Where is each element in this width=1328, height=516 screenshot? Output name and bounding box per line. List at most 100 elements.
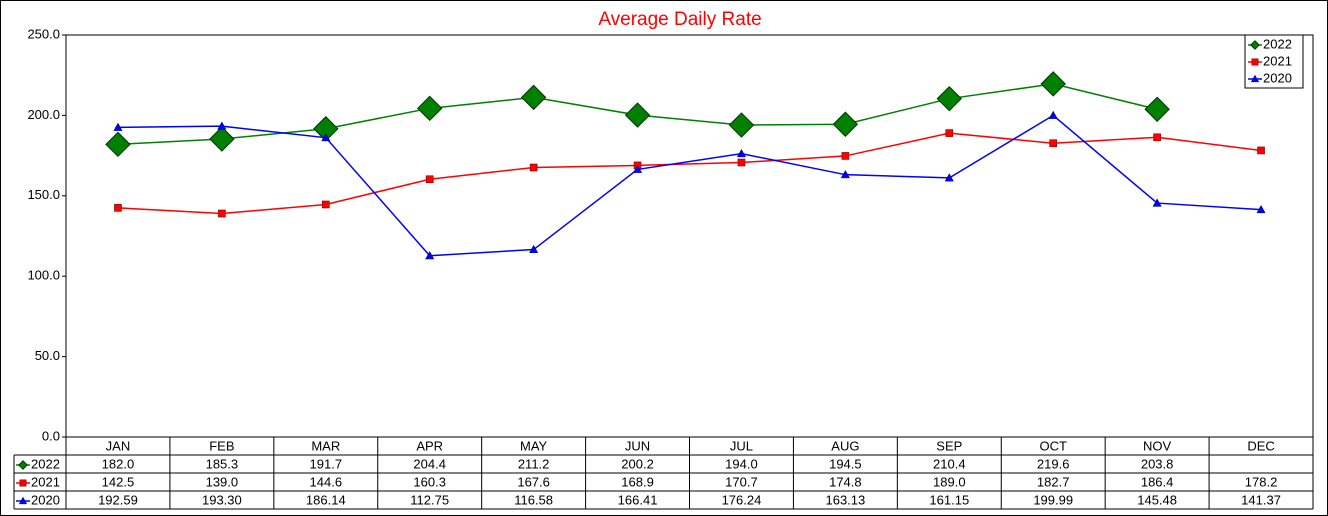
marker [1257, 146, 1265, 155]
y-tick-label: 150.0 [27, 187, 60, 202]
legend-label: 2021 [1263, 53, 1292, 68]
marker [520, 84, 547, 111]
table-cell: 199.99 [1033, 492, 1073, 507]
table-cell: 176.24 [722, 492, 762, 507]
marker [936, 85, 962, 112]
marker [736, 148, 746, 158]
y-tick-label: 250.0 [27, 26, 60, 41]
x-tick-label: APR [416, 438, 443, 453]
table-cell: 203.8 [1141, 456, 1174, 471]
marker [624, 102, 651, 128]
marker [209, 126, 235, 152]
table-cell: 186.4 [1141, 474, 1174, 489]
plot-area [65, 34, 1314, 438]
legend-label: 2020 [1263, 70, 1292, 85]
series-line [117, 132, 1262, 215]
table-cell: 174.8 [829, 474, 862, 489]
y-tick-label: 50.0 [35, 348, 60, 363]
marker [417, 95, 443, 122]
table-cell: 193.30 [202, 492, 242, 507]
x-tick-label: MAR [311, 438, 340, 453]
marker [945, 129, 954, 137]
table-cell: 200.2 [621, 456, 654, 471]
x-tick-label: SEP [936, 438, 962, 453]
marker [1256, 205, 1266, 214]
table-cell: 116.58 [514, 492, 553, 507]
marker [1152, 198, 1162, 207]
marker [1049, 139, 1058, 148]
marker [841, 152, 850, 160]
table-cell: 189.0 [933, 474, 966, 489]
table-cell: 182.0 [102, 456, 135, 471]
table-cell: 204.4 [413, 456, 446, 471]
table-legend-marker [18, 496, 28, 505]
table-cell: 170.7 [725, 474, 758, 489]
marker [737, 158, 746, 167]
table-cell: 145.48 [1137, 492, 1177, 507]
table-cell: 112.75 [410, 492, 449, 507]
table-series-label: 2021 [31, 474, 60, 489]
marker [113, 122, 123, 131]
legend-label: 2022 [1263, 36, 1292, 51]
marker [321, 200, 330, 209]
table-cell: 192.59 [98, 492, 138, 507]
table-cell: 141.37 [1241, 492, 1281, 507]
x-tick-label: JUL [730, 438, 753, 453]
marker [529, 244, 539, 254]
x-tick-label: NOV [1143, 438, 1172, 453]
table-cell: 160.3 [413, 474, 446, 489]
table-cell: 191.7 [310, 456, 343, 471]
table-series-label: 2020 [31, 492, 60, 507]
x-tick-label: JAN [106, 438, 131, 453]
table-series-label: 2022 [31, 456, 60, 471]
marker [1048, 110, 1058, 119]
marker [633, 164, 643, 173]
x-tick-label: OCT [1039, 438, 1067, 453]
x-tick-label: MAY [520, 438, 548, 453]
marker [114, 204, 122, 212]
marker [1040, 71, 1066, 97]
legend-marker [1251, 58, 1259, 66]
table-cell: 219.6 [1037, 456, 1070, 471]
marker [1144, 96, 1170, 122]
legend-marker [1250, 40, 1260, 50]
table-cell: 178.2 [1245, 474, 1278, 489]
x-tick-label: AUG [831, 438, 859, 453]
y-tick-label: 200.0 [27, 107, 60, 122]
series-line [117, 114, 1262, 257]
table-cell: 194.5 [829, 456, 862, 471]
marker [728, 112, 755, 138]
marker [944, 173, 954, 182]
table-cell: 166.41 [618, 492, 658, 507]
table-cell: 168.9 [621, 474, 654, 489]
table-legend-marker [18, 460, 28, 470]
marker [425, 251, 435, 260]
marker [425, 175, 434, 184]
legend-marker [1250, 74, 1260, 83]
x-tick-label: DEC [1247, 438, 1274, 453]
y-tick-label: 100.0 [27, 268, 60, 283]
table-cell: 139.0 [206, 474, 239, 489]
table-cell: 144.6 [310, 474, 343, 489]
x-tick-label: JUN [625, 438, 650, 453]
table-legend-marker [19, 479, 27, 487]
table-cell: 161.15 [929, 492, 969, 507]
marker [1153, 133, 1161, 142]
table-cell: 163.13 [825, 492, 865, 507]
table-cell: 185.3 [206, 456, 239, 471]
marker [105, 131, 131, 158]
marker [840, 170, 850, 179]
marker [321, 133, 331, 142]
table-cell: 186.14 [306, 492, 346, 507]
table-cell: 211.2 [518, 456, 550, 471]
table-cell: 167.6 [517, 474, 550, 489]
marker [832, 111, 859, 137]
table-cell: 194.0 [725, 456, 758, 471]
table-cell: 210.4 [933, 456, 966, 471]
y-tick-label: 0.0 [42, 428, 60, 443]
marker [218, 209, 226, 218]
chart-title: Average Daily Rate [598, 9, 761, 30]
table-cell: 142.5 [102, 474, 135, 489]
x-tick-label: FEB [209, 438, 234, 453]
